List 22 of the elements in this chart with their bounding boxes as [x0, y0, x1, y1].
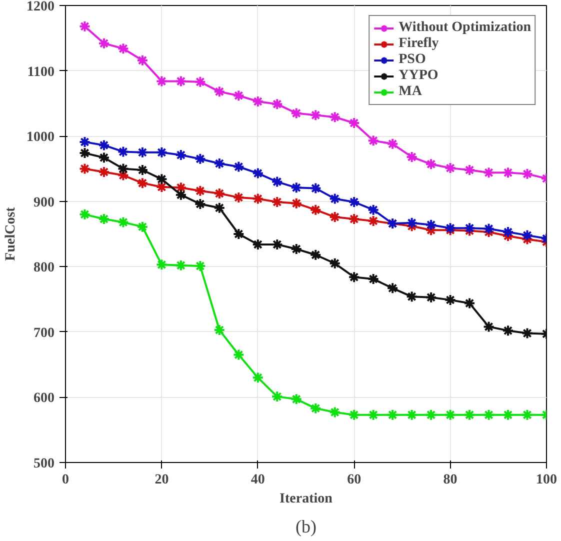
x-tick-label: 20: [154, 472, 169, 488]
legend-label: Firefly: [398, 36, 439, 52]
x-tick-label: 100: [536, 472, 557, 488]
x-tick-label: 0: [62, 472, 69, 488]
y-tick-label: 700: [34, 326, 54, 341]
y-tick-label: 1200: [26, 0, 54, 14]
y-tick-label: 800: [34, 260, 54, 276]
x-tick-label: 40: [250, 472, 265, 488]
legend-label: MA: [398, 84, 422, 100]
y-tick-label: 1000: [26, 130, 54, 146]
y-tick-label: 1100: [27, 64, 55, 80]
x-tick-label: 60: [347, 472, 362, 488]
legend-label: Without Optimization: [398, 20, 531, 36]
x-axis-title: Iteration: [280, 492, 333, 506]
legend-label: YYPO: [398, 68, 438, 84]
legend-label: PSO: [398, 52, 426, 68]
text: (b): [296, 516, 317, 536]
y-tick-label: 500: [34, 456, 54, 472]
y-tick-label: 600: [34, 391, 54, 406]
y-tick-label: 900: [34, 195, 54, 210]
x-tick-label: 80: [443, 472, 458, 488]
y-axis-title: FuelCost: [4, 206, 18, 261]
